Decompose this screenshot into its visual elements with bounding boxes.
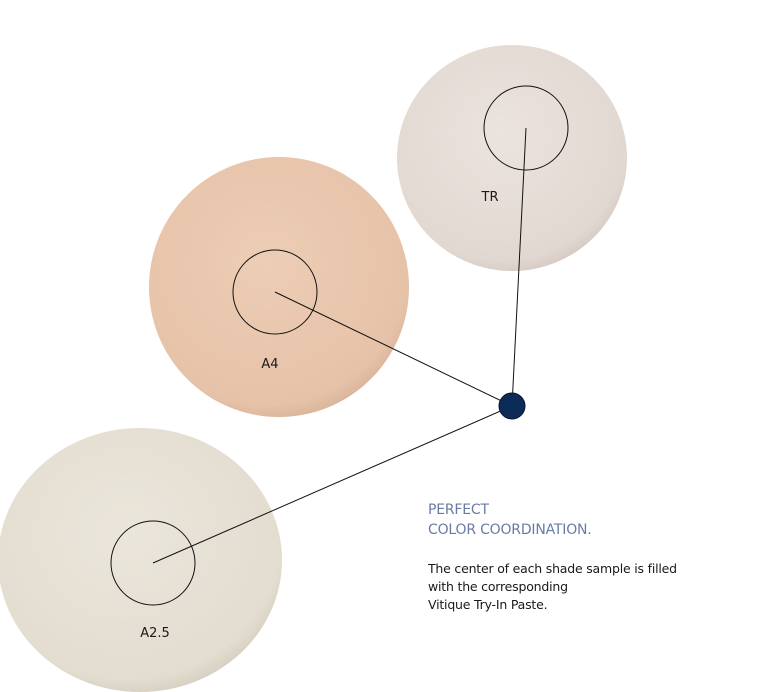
heading: PERFECT COLOR COORDINATION. <box>428 500 592 540</box>
shade-label: A4 <box>261 357 278 372</box>
shade-disc <box>149 157 409 417</box>
heading-line: COLOR COORDINATION. <box>428 520 592 540</box>
body-text: The center of each shade sample is fille… <box>428 560 677 614</box>
shade-label: TR <box>481 190 499 205</box>
shade-label: A2.5 <box>140 626 170 641</box>
body-line: with the corresponding <box>428 578 677 596</box>
heading-line: PERFECT <box>428 500 592 520</box>
body-line: The center of each shade sample is fille… <box>428 560 677 578</box>
shade-disc <box>0 428 282 692</box>
body-line: Vitique Try-In Paste. <box>428 596 677 614</box>
hub-dot <box>499 393 525 419</box>
shade-disc <box>397 45 627 271</box>
page: TR A4 A2.5 PERFECT COLOR COORDINATION. T… <box>0 0 759 692</box>
